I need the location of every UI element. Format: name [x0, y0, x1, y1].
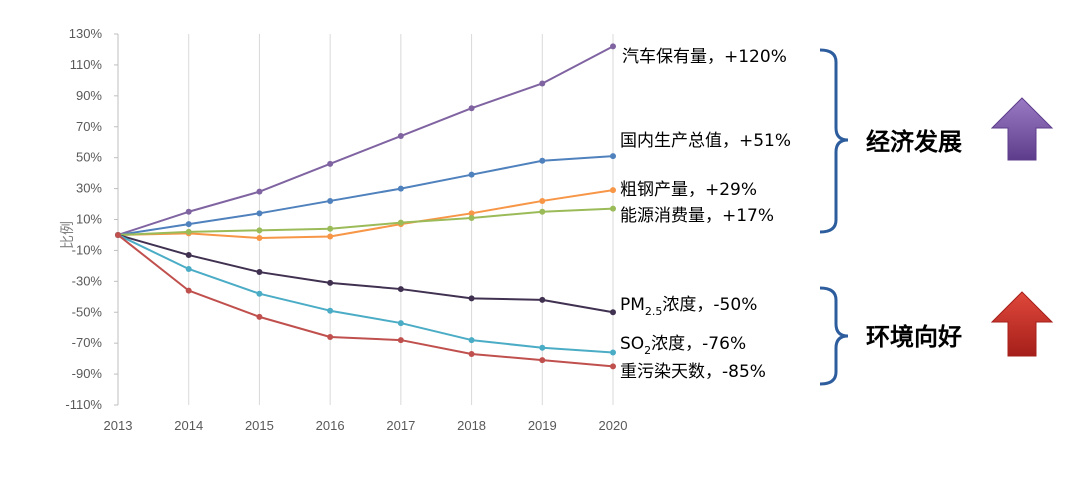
data-point-energy [610, 205, 616, 212]
series-line-energy [117, 207, 614, 236]
data-point-steel [327, 233, 334, 240]
series-line-haze [117, 234, 614, 368]
data-point-steel [256, 235, 263, 242]
data-point-car [327, 160, 334, 167]
data-point-energy [327, 225, 334, 232]
data-point-energy [256, 227, 263, 234]
series-line-gdp [117, 155, 614, 236]
up-arrow-icon [990, 97, 1054, 161]
data-point-haze [185, 287, 192, 294]
data-point-gdp [610, 153, 616, 160]
series-label-gdp: 国内生产总值，+51% [620, 131, 791, 151]
series-lines [115, 43, 616, 370]
data-point-steel [610, 187, 616, 194]
data-point-steel [539, 197, 546, 204]
data-point-car [468, 105, 475, 112]
y-tick-label: 110% [70, 57, 103, 72]
data-point-gdp [327, 197, 334, 204]
data-point-haze [468, 350, 475, 357]
data-point-pm25 [256, 269, 263, 276]
data-point-haze [397, 337, 404, 344]
data-point-energy [468, 214, 475, 221]
series-label-car: 汽车保有量，+120% [622, 47, 787, 67]
data-point-haze [539, 357, 546, 364]
y-tick-label: -50% [72, 304, 103, 319]
data-point-car [539, 80, 546, 87]
series-label-haze: 重污染天数，-85% [620, 362, 766, 382]
data-point-so2 [539, 344, 546, 351]
data-point-so2 [185, 265, 192, 272]
data-point-car [185, 208, 192, 215]
x-tick-label: 2018 [457, 418, 486, 433]
series-line-so2 [117, 234, 614, 354]
y-tick-label: -90% [72, 366, 103, 381]
y-tick-label: -30% [72, 273, 103, 288]
data-point-so2 [468, 337, 475, 344]
series-label-so2: SO2浓度，-76% [620, 334, 746, 357]
series-line-steel [117, 189, 614, 240]
data-point-pm25 [610, 309, 616, 316]
series-label-energy: 能源消费量，+17% [620, 206, 774, 226]
data-point-pm25 [539, 296, 546, 303]
y-tick-label: 130% [69, 26, 103, 41]
data-point-steel [468, 210, 475, 217]
x-tick-label: 2020 [599, 418, 628, 433]
group-label-economy: 经济发展 [866, 128, 962, 156]
data-point-car [610, 43, 616, 50]
x-tick-label: 2015 [245, 418, 274, 433]
series-line-car [117, 45, 614, 236]
data-point-so2 [610, 349, 616, 356]
y-tick-label: 30% [76, 181, 102, 196]
up-arrow-icon [990, 291, 1054, 357]
x-tick-label: 2017 [386, 418, 415, 433]
x-tick-label: 2016 [316, 418, 345, 433]
grid [188, 34, 614, 405]
data-point-haze [327, 333, 334, 340]
x-tick-label: 2013 [104, 418, 133, 433]
data-point-gdp [256, 210, 263, 217]
data-point-so2 [256, 290, 263, 297]
bracket-environment [819, 286, 849, 386]
data-point-gdp [468, 171, 475, 178]
y-axis-label: 比例 [60, 221, 76, 249]
series-label-pm25: PM2.5浓度，-50% [620, 295, 757, 318]
data-point-haze [256, 313, 263, 320]
data-point-energy [185, 228, 192, 235]
y-tick-label: -110% [65, 397, 102, 412]
series-labels: 汽车保有量，+120% 国内生产总值，+51% 粗钢产量，+29% 能源消费量，+17… [620, 47, 791, 382]
y-tick-label: -70% [72, 335, 103, 350]
group-label-environment: 环境向好 [866, 323, 962, 351]
y-tick-label: -10% [72, 242, 103, 257]
data-point-pm25 [327, 279, 334, 286]
y-tick-label: 90% [76, 88, 102, 103]
data-point-energy [397, 219, 404, 226]
data-point-haze [115, 231, 121, 238]
data-point-car [256, 188, 263, 195]
data-point-pm25 [185, 252, 192, 259]
data-point-pm25 [397, 286, 404, 293]
x-tick-label: 2014 [174, 418, 203, 433]
y-tick-label: 10% [76, 212, 102, 227]
x-tick-label: 2019 [528, 418, 557, 433]
bracket-economy [819, 48, 849, 234]
data-point-so2 [327, 307, 334, 314]
data-point-gdp [185, 221, 192, 228]
data-point-gdp [539, 157, 546, 164]
data-point-pm25 [468, 295, 475, 302]
y-tick-label: 50% [76, 150, 102, 165]
series-line-pm25 [117, 233, 614, 314]
series-label-steel: 粗钢产量，+29% [620, 180, 757, 200]
data-point-gdp [397, 185, 404, 192]
data-point-car [397, 133, 404, 140]
data-point-energy [539, 208, 546, 215]
y-tick-label: 70% [76, 119, 102, 134]
axes: 130% 110% 90% 70% 50% 30% 10% -10% -30% -50% -70% -… [65, 26, 627, 433]
data-point-so2 [397, 320, 404, 327]
data-point-haze [610, 363, 616, 370]
